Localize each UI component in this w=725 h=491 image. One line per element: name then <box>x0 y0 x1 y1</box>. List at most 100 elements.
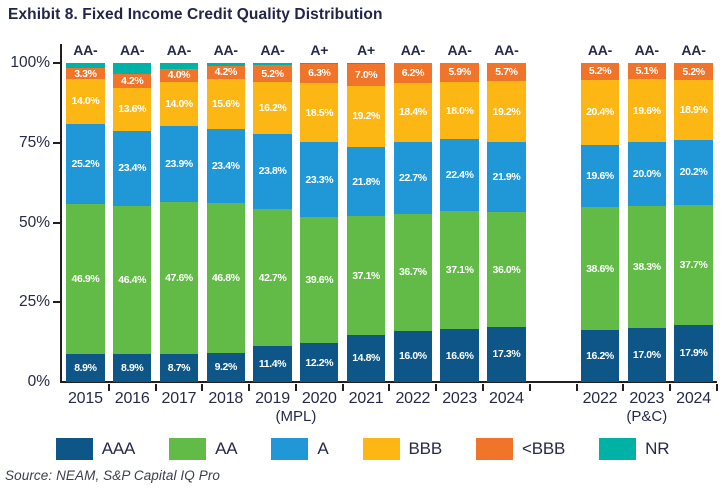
x-axis-year-label: 2021 <box>348 390 384 407</box>
segment-value-label: 38.3% <box>632 260 661 273</box>
legend-item: AA <box>169 438 238 460</box>
segment-value-label: 8.9% <box>121 361 144 374</box>
portfolio-rating-label: AA- <box>213 42 238 58</box>
segment-value-label: 42.7% <box>258 271 287 284</box>
bar-segment-below-bbb: 4.2% <box>206 65 245 79</box>
segment-value-label: 19.2% <box>492 105 521 118</box>
bar-segment-aa: 39.6% <box>300 216 339 344</box>
segment-value-label: 4.0% <box>167 69 191 82</box>
bar-segment-aaa: 17.9% <box>674 324 713 382</box>
y-axis-tick <box>53 141 61 144</box>
bar-segment-aa: 47.6% <box>159 202 199 355</box>
bar-segment-below-bbb: 5.2% <box>253 65 292 82</box>
segment-value-label: 18.5% <box>305 106 334 119</box>
segment-value-label: 5.1% <box>635 65 659 78</box>
bar-segment-a: 21.8% <box>346 146 386 217</box>
bar-segment-aaa: 16.0% <box>393 330 433 382</box>
bar-segment-aaa: 11.4% <box>253 345 292 382</box>
bar-segment-a: 23.8% <box>253 133 292 210</box>
segment-value-label: 14.0% <box>165 97 193 110</box>
segment-value-label: 9.2% <box>214 361 238 374</box>
portfolio-rating-label: AA- <box>494 42 519 58</box>
bar-segment-a: 22.7% <box>393 141 433 214</box>
bar-segment-bbb: 19.6% <box>627 79 666 142</box>
portfolio-rating-label: AA- <box>260 42 285 58</box>
segment-value-label: 11.4% <box>258 357 287 370</box>
x-axis-year-label: 2023 <box>629 390 665 407</box>
bar-segment-aaa: 8.9% <box>66 353 105 382</box>
bar-segment-aa: 37.1% <box>440 210 479 330</box>
segment-value-label: 17.9% <box>679 347 708 360</box>
legend-swatch-nr <box>599 438 637 460</box>
bar-segment-aa: 36.0% <box>487 212 526 327</box>
portfolio-rating-label: AA- <box>73 42 98 58</box>
bar-segment-bbb: 13.6% <box>112 87 152 131</box>
segment-value-label: 5.2% <box>261 67 284 80</box>
bar-segment-nr <box>253 63 292 66</box>
bar-slot: AA- 8.9% 46.9% 25.2% 14.0% 3.3% 2015 <box>62 42 110 407</box>
stacked-bar: 16.6% 37.1% 22.4% 18.0% 5.9% <box>440 63 479 382</box>
bar-slot: AA- 9.2% 46.8% 23.4% 15.6% 4.2% 2018 <box>202 42 250 407</box>
stacked-bar: 17.0% 38.3% 20.0% 19.6% 5.1% <box>627 63 666 382</box>
bar-segment-bbb: 20.4% <box>580 79 620 145</box>
segment-value-label: 46.9% <box>71 272 100 285</box>
segment-value-label: 4.2% <box>121 74 144 87</box>
bar-segment-bbb: 18.0% <box>440 81 479 140</box>
segment-value-label: 46.4% <box>118 273 147 286</box>
segment-value-label: 23.3% <box>305 173 334 186</box>
x-axis-group-label: (P&C) <box>626 408 668 425</box>
segment-value-label: 25.2% <box>71 157 100 170</box>
x-axis-year-label: 2022 <box>582 390 618 407</box>
bar-segment-bbb: 19.2% <box>346 85 386 147</box>
bar-segment-below-bbb: 4.0% <box>159 68 199 82</box>
bar-segment-aaa: 16.2% <box>580 330 620 382</box>
segment-value-label: 6.2% <box>401 66 425 79</box>
x-axis-year-label: 2024 <box>676 390 711 407</box>
bar-segment-a: 20.2% <box>674 140 713 205</box>
bar-segment-below-bbb: 5.2% <box>674 63 713 80</box>
y-axis-tick <box>53 62 61 64</box>
segment-value-label: 18.4% <box>398 106 427 119</box>
bar-segment-bbb: 18.4% <box>393 82 433 142</box>
bar-segment-below-bbb: 5.9% <box>440 63 479 82</box>
y-axis-tick <box>53 221 61 224</box>
legend-item: NR <box>599 438 669 460</box>
y-axis-tick-label: 100% <box>10 54 50 71</box>
bar-slot: AA- 16.6% 37.1% 22.4% 18.0% 5.9% 2023 <box>436 42 484 407</box>
segment-value-label: 38.6% <box>586 262 614 275</box>
legend-label: <BBB <box>521 439 566 458</box>
segment-value-label: 8.9% <box>74 361 97 374</box>
segment-value-label: 47.6% <box>165 272 193 285</box>
stacked-bar: 8.9% 46.9% 25.2% 14.0% 3.3% <box>66 63 105 382</box>
stacked-bar: 17.3% 36.0% 21.9% 19.2% 5.7% <box>487 63 526 382</box>
legend-swatch-a <box>271 438 309 460</box>
segment-value-label: 46.8% <box>211 272 240 285</box>
bar-segment-bbb: 15.6% <box>206 78 245 129</box>
bar-segment-aa: 46.4% <box>112 205 152 354</box>
bar-slot: AA- 11.4% 42.7% 23.8% 16.2% 5.2% 2019 <box>249 42 297 407</box>
portfolio-rating-label: AA- <box>587 42 613 58</box>
segment-value-label: 7.0% <box>354 68 378 81</box>
stacked-bar: 9.2% 46.8% 23.4% 15.6% 4.2% <box>206 63 245 382</box>
stacked-bar: 11.4% 42.7% 23.8% 16.2% 5.2% <box>253 63 292 382</box>
bar-segment-bbb: 18.9% <box>674 79 713 141</box>
segment-value-label: 13.6% <box>118 103 147 116</box>
bar-slot: AA- 8.7% 47.6% 23.9% 14.0% 4.0% 2017 <box>156 42 204 407</box>
legend-label: A <box>317 439 329 458</box>
segment-value-label: 22.4% <box>445 168 474 181</box>
portfolio-rating-label: A+ <box>310 42 329 58</box>
segment-value-label: 21.9% <box>492 171 521 184</box>
segment-value-label: 16.2% <box>586 350 614 363</box>
segment-value-label: 14.0% <box>71 95 100 108</box>
bar-segment-below-bbb: 4.2% <box>112 74 152 88</box>
x-axis-year-label: 2015 <box>67 390 103 407</box>
segment-value-label: 12.2% <box>305 356 334 369</box>
segment-value-label: 5.2% <box>588 65 612 78</box>
segment-value-label: 23.4% <box>211 160 240 173</box>
bar-segment-bbb: 16.2% <box>253 81 292 134</box>
portfolio-rating-label: AA- <box>681 42 706 58</box>
bar-slot-spacer <box>530 63 578 391</box>
segment-value-label: 14.8% <box>352 352 380 365</box>
bar-segment-nr <box>66 63 105 69</box>
x-axis-year-label: 2018 <box>208 390 244 407</box>
